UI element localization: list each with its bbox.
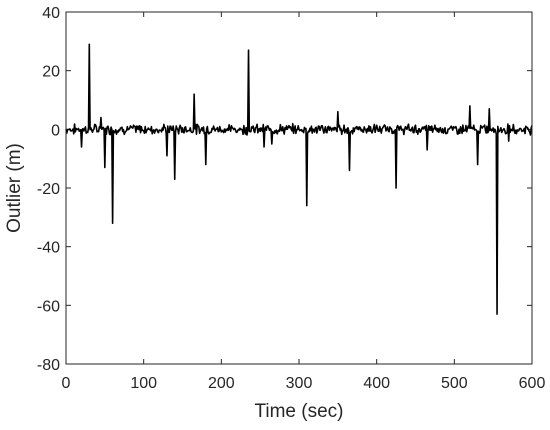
x-axis-ticks: 0 100 200 300 400 500 600: [62, 12, 546, 392]
y-tick-label: 40: [42, 5, 60, 22]
plot-area-frame: [65, 11, 533, 365]
y-axis-label: Outlier (m): [4, 143, 25, 233]
x-axis-label: Time (sec): [254, 401, 343, 422]
x-tick-label: 200: [208, 375, 235, 392]
x-tick-label: 300: [286, 375, 313, 392]
y-tick-label: -80: [37, 357, 60, 374]
y-tick-label: -60: [37, 298, 60, 315]
y-tick-label: 0: [51, 122, 60, 139]
x-tick-label: 0: [62, 375, 71, 392]
x-tick-label: 400: [363, 375, 390, 392]
series-line: [65, 43, 533, 315]
y-tick-label: -20: [37, 181, 60, 198]
y-tick-label: 20: [42, 64, 60, 81]
y-tick-label: -40: [37, 240, 60, 257]
x-tick-label: 500: [441, 375, 468, 392]
y-axis-ticks: -80 -60 -40 -20 0 20 40: [37, 5, 532, 374]
x-tick-label: 100: [130, 375, 157, 392]
x-tick-label: 600: [519, 375, 546, 392]
